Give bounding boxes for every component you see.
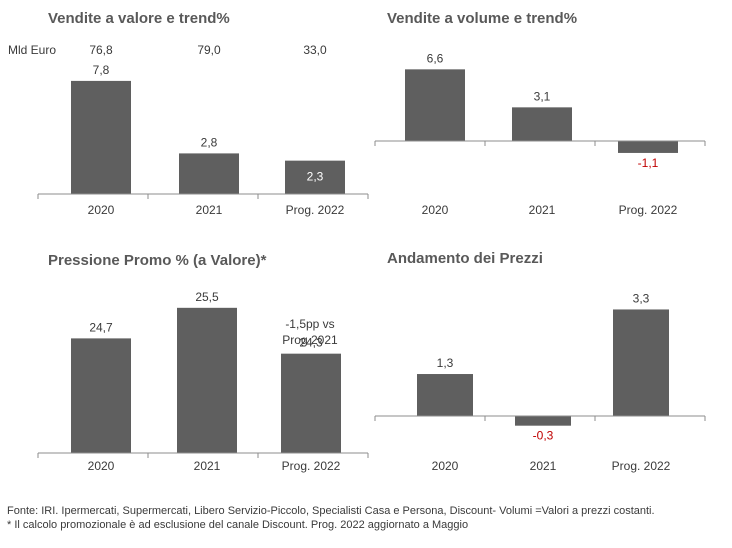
- charts-canvas: Vendite a valore e trend% Mld Euro 76,8 79,…: [8, 10, 706, 473]
- category-label-volume: 2021: [529, 203, 556, 217]
- bar-promo-0: [71, 338, 131, 453]
- bar-prezzi-1: [515, 416, 571, 426]
- data-label-valore-2: 2,3: [307, 170, 324, 184]
- bar-valore-2: [285, 160, 345, 194]
- data-label-promo-0: 24,7: [89, 320, 113, 334]
- header-value-valore: 33,0: [303, 43, 327, 57]
- data-label-promo-1: 25,5: [195, 290, 219, 304]
- data-label-prezzi-2: 3,3: [633, 291, 650, 305]
- header-unit-label: Mld Euro: [8, 43, 56, 57]
- chart-title-prezzi: Andamento dei Prezzi: [387, 250, 543, 267]
- category-label-volume: 2020: [422, 203, 449, 217]
- category-label-valore: 2020: [88, 203, 115, 217]
- category-label-valore: 2021: [196, 203, 223, 217]
- chart-title-valore: Vendite a valore e trend%: [48, 10, 230, 27]
- category-label-promo: 2021: [194, 459, 221, 473]
- bar-volume-2: [618, 141, 678, 153]
- category-label-prezzi: Prog. 2022: [612, 459, 671, 473]
- category-label-prezzi: 2020: [432, 459, 459, 473]
- data-label-volume-0: 6,6: [427, 51, 444, 65]
- data-label-valore-1: 2,8: [201, 135, 218, 149]
- data-label-volume-1: 3,1: [534, 89, 551, 103]
- header-value-valore: 76,8: [89, 43, 113, 57]
- annotation-promo-note: -1,5pp vs: [285, 317, 334, 331]
- bar-valore-0: [71, 80, 131, 194]
- bar-promo-1: [177, 307, 237, 453]
- data-label-prezzi-1: -0,3: [533, 429, 554, 443]
- category-label-valore: Prog. 2022: [286, 203, 345, 217]
- bar-volume-1: [512, 107, 572, 141]
- bar-promo-2: [281, 353, 341, 453]
- data-label-promo-2: 24,3: [299, 336, 323, 350]
- bar-valore-1: [179, 153, 239, 194]
- category-label-promo: 2020: [88, 459, 115, 473]
- data-label-valore-0: 7,8: [93, 63, 110, 77]
- source-footnote: Fonte: IRI. Ipermercati, Supermercati, L…: [7, 504, 727, 532]
- category-label-volume: Prog. 2022: [619, 203, 678, 217]
- annotation-promo-note: Prog 2021: [282, 333, 338, 347]
- header-value-valore: 79,0: [197, 43, 221, 57]
- data-label-prezzi-0: 1,3: [437, 356, 454, 370]
- category-label-promo: Prog. 2022: [282, 459, 341, 473]
- chart-title-volume: Vendite a volume e trend%: [387, 10, 577, 27]
- data-label-volume-2: -1,1: [638, 156, 659, 170]
- bar-prezzi-2: [613, 309, 669, 416]
- footnote-source: Fonte: IRI. Ipermercati, Supermercati, L…: [7, 505, 655, 517]
- bar-volume-0: [405, 69, 465, 141]
- footnote-promo: * Il calcolo promozionale è ad esclusion…: [7, 519, 469, 531]
- bar-prezzi-0: [417, 374, 473, 416]
- chart-title-promo: Pressione Promo % (a Valore)*: [48, 252, 267, 269]
- category-label-prezzi: 2021: [530, 459, 557, 473]
